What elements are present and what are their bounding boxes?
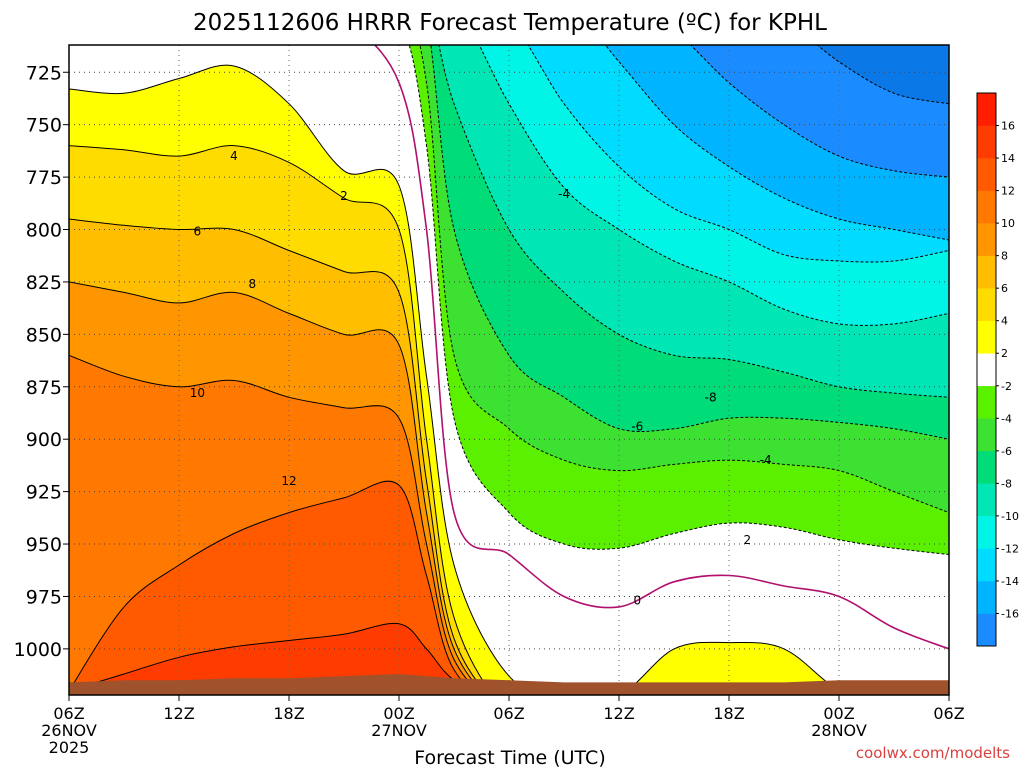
x-tick-label-0: 06Z <box>53 704 84 723</box>
colorbar-swatch-14 <box>977 125 996 159</box>
y-tick-label-900: 900 <box>26 429 62 451</box>
contour-label-4: 10 <box>190 386 205 400</box>
isotherm--2 <box>408 45 949 555</box>
colorbar-label-16: 16 <box>1001 120 1015 133</box>
y-tick-label-750: 750 <box>26 115 62 137</box>
contour-label-9: -4 <box>760 453 772 467</box>
isotherm--6 <box>430 45 949 440</box>
colorbar-swatch--18 <box>977 613 996 647</box>
colorbar-label--12: -12 <box>1001 542 1019 555</box>
colorbar-label-8: 8 <box>1001 250 1008 263</box>
contour-label-11: 0 <box>634 594 642 608</box>
x-tick-label-6: 12Z <box>163 704 194 723</box>
y-tick-label-925: 925 <box>26 482 62 504</box>
chart-title: 2025112606 HRRR Forecast Temperature (ºC… <box>193 10 827 36</box>
isotherm-10 <box>69 354 484 695</box>
contour-label-7: -8 <box>705 390 717 404</box>
colorbar-swatch--2 <box>977 353 996 387</box>
contour-label-1: 2 <box>340 189 348 203</box>
isotherm--4 <box>419 45 949 514</box>
y-tick-label-850: 850 <box>26 324 62 346</box>
contour-labels: 4 2 6 8 10 12 -4 -8 -6 -4 2 0 <box>190 149 772 608</box>
isotherm-lines <box>69 45 949 695</box>
contour-label-0: 4 <box>230 149 238 163</box>
isotherm--8 <box>438 45 949 398</box>
colorbar-swatch--10 <box>977 483 996 517</box>
isotherm-4 <box>69 145 494 695</box>
isotherm-14 <box>69 622 476 695</box>
credit-text: coolwx.com/modelts <box>856 744 1010 762</box>
colorbar-swatch-2 <box>977 320 996 354</box>
colorbar-swatch-16 <box>977 93 996 126</box>
colorbar-swatch-10 <box>977 190 996 224</box>
y-tick-label-975: 975 <box>26 586 62 608</box>
colorbar-label-2: 2 <box>1001 347 1008 360</box>
ground-surface <box>69 674 949 695</box>
x-date-label-0: 26NOV <box>41 721 97 740</box>
x-tick-label-24: 06Z <box>493 704 524 723</box>
colorbar-label--6: -6 <box>1001 445 1012 458</box>
colorbar-swatch-8 <box>977 223 996 256</box>
colorbar-label--8: -8 <box>1001 477 1012 490</box>
isotherm--16 <box>689 45 949 178</box>
y-tick-label-1000: 1000 <box>14 639 62 661</box>
isotherm-8 <box>69 281 487 695</box>
colorbar-label-6: 6 <box>1001 282 1008 295</box>
y-tick-label-800: 800 <box>26 220 62 242</box>
x-tick-label-36: 18Z <box>713 704 744 723</box>
x-tick-label-42: 00Z <box>823 704 854 723</box>
colorbar-label-12: 12 <box>1001 185 1015 198</box>
colorbar-label--14: -14 <box>1001 575 1019 588</box>
colorbar-swatch--8 <box>977 450 996 484</box>
x-date-label-42: 28NOV <box>811 721 867 740</box>
y-tick-label-775: 775 <box>26 167 62 189</box>
colorbar-frame <box>976 92 997 647</box>
colorbar-swatch--16 <box>977 580 996 614</box>
contour-label-10: 2 <box>744 533 752 547</box>
contour-label-2: 6 <box>194 225 202 239</box>
ground-layer <box>69 674 949 695</box>
y-tick-label-950: 950 <box>26 534 62 556</box>
colorbar-swatch--4 <box>977 385 996 419</box>
colorbar-label--2: -2 <box>1001 380 1012 393</box>
colorbar-swatch-4 <box>977 288 996 322</box>
colorbar-swatch--14 <box>977 548 996 582</box>
x-date-label-18: 27NOV <box>371 721 427 740</box>
y-tick-label-875: 875 <box>26 377 62 399</box>
contour-label-6: -4 <box>558 187 570 201</box>
x-year-label-0: 2025 <box>49 738 90 757</box>
contour-label-8: -6 <box>631 420 643 434</box>
colorbar-swatch-6 <box>977 255 996 289</box>
colorbar-label--10: -10 <box>1001 510 1019 523</box>
color-legend: -16 -14 -12 -10 -8 -6 -4 -2 2 4 6 8 10 12 14 16 <box>976 92 1019 647</box>
isotherm-6 <box>69 218 490 695</box>
isotherm-12 <box>69 480 479 695</box>
y-axis: 725 750 775 800 825 850 875 900 925 950 975 1000 <box>14 62 69 661</box>
contour-label-3: 8 <box>249 277 257 291</box>
colorbar-label-4: 4 <box>1001 315 1008 328</box>
isotherm-0 <box>373 45 949 650</box>
y-tick-label-825: 825 <box>26 272 62 294</box>
x-tick-label-18: 00Z <box>383 704 414 723</box>
x-tick-label-48: 06Z <box>933 704 964 723</box>
colorbar-swatch-12 <box>977 158 996 191</box>
isotherm--14 <box>604 45 949 241</box>
isotherm--10 <box>478 45 949 326</box>
x-tick-label-12: 18Z <box>273 704 304 723</box>
x-tick-label-30: 12Z <box>603 704 634 723</box>
temperature-fill-layer <box>69 45 949 695</box>
colorbar-swatch--12 <box>977 515 996 549</box>
colorbar-label--4: -4 <box>1001 412 1012 425</box>
contour-label-5: 12 <box>281 474 296 488</box>
colorbar-swatch--6 <box>977 418 996 452</box>
colorbar-label-14: 14 <box>1001 152 1015 165</box>
isotherm-2 <box>69 64 848 695</box>
colorbar-label-10: 10 <box>1001 217 1015 230</box>
y-tick-label-725: 725 <box>26 62 62 84</box>
x-axis-label: Forecast Time (UTC) <box>414 747 605 768</box>
colorbar-label--16: -16 <box>1001 607 1019 620</box>
